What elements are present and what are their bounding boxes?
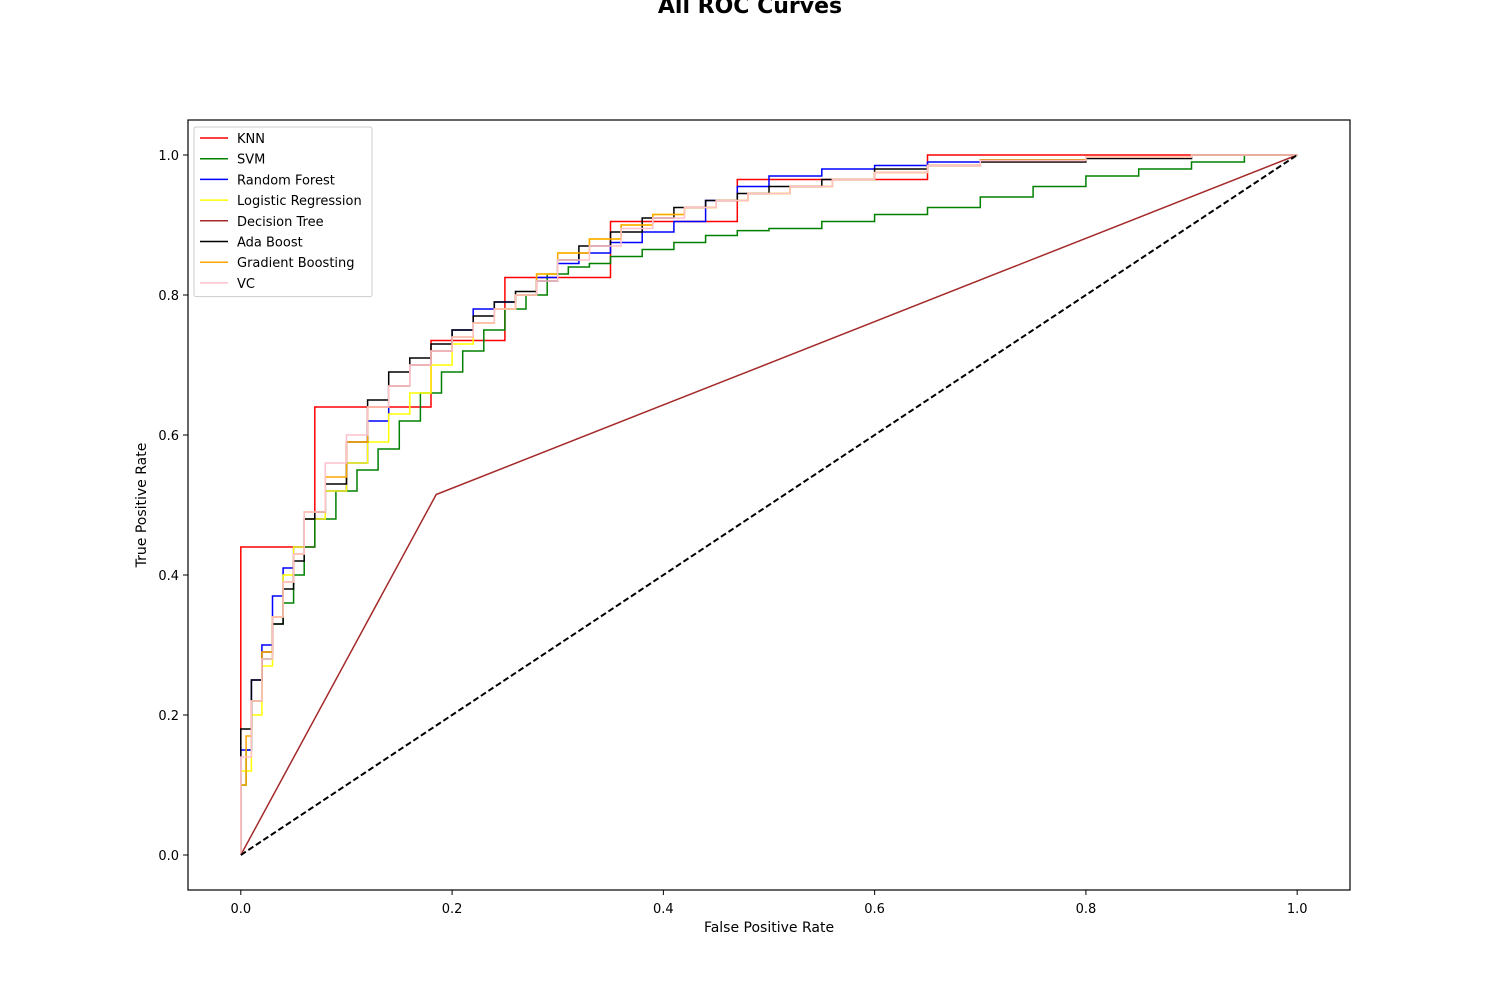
- curve-layer: [240, 154, 1298, 856]
- x-tick-label: 0.0: [230, 902, 251, 917]
- legend-label-decision-tree: Decision Tree: [237, 215, 324, 230]
- x-tick-label: 0.8: [1076, 902, 1097, 917]
- y-tick-label: 0.0: [158, 849, 179, 864]
- y-axis-label: True Positive Rate: [134, 443, 150, 569]
- legend-label-vc: VC: [237, 277, 255, 292]
- legend-label-knn: KNN: [237, 132, 265, 147]
- y-tick-label: 1.0: [158, 149, 179, 164]
- x-axis-label: False Positive Rate: [704, 920, 834, 936]
- legend-label-ada-boost: Ada Boost: [237, 236, 303, 251]
- y-tick-label: 0.2: [158, 709, 179, 724]
- y-tick-label: 0.6: [158, 429, 179, 444]
- legend: KNN SVM Random Forest Logistic Regression De…: [193, 126, 373, 298]
- reference-diagonal-line: [240, 154, 1298, 856]
- plot-frame: [187, 119, 1351, 891]
- x-tick-label: 1.0: [1287, 902, 1308, 917]
- x-tick-label: 0.6: [864, 902, 885, 917]
- roc-curve-decision-tree: [240, 154, 1298, 856]
- legend-box: [193, 126, 373, 298]
- legend-label-random-forest: Random Forest: [237, 173, 335, 188]
- y-tick-label: 0.8: [158, 289, 179, 304]
- roc-curve-vc: [240, 154, 1298, 855]
- legend-label-svm: SVM: [237, 153, 265, 168]
- tick-layer: 0.0 0.2 0.4 0.6 0.8 1.0 0.0 0.2 0.4 0.6 0.8 1.0: [158, 149, 1307, 917]
- legend-label-gradient-boosting: Gradient Boosting: [237, 256, 355, 271]
- legend-label-logistic-regression: Logistic Regression: [237, 194, 362, 209]
- y-tick-label: 0.4: [158, 569, 179, 584]
- x-tick-label: 0.4: [653, 902, 674, 917]
- x-tick-label: 0.2: [442, 902, 463, 917]
- chart-title: All ROC Curves: [657, 0, 843, 19]
